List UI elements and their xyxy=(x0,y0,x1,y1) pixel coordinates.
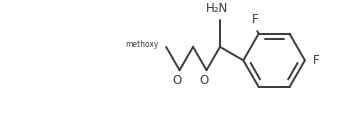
Text: H₂N: H₂N xyxy=(206,2,228,15)
Text: O: O xyxy=(199,74,208,87)
Text: F: F xyxy=(252,13,259,26)
Text: F: F xyxy=(313,54,319,67)
Text: methoxy: methoxy xyxy=(125,40,159,49)
Text: O: O xyxy=(172,74,181,87)
